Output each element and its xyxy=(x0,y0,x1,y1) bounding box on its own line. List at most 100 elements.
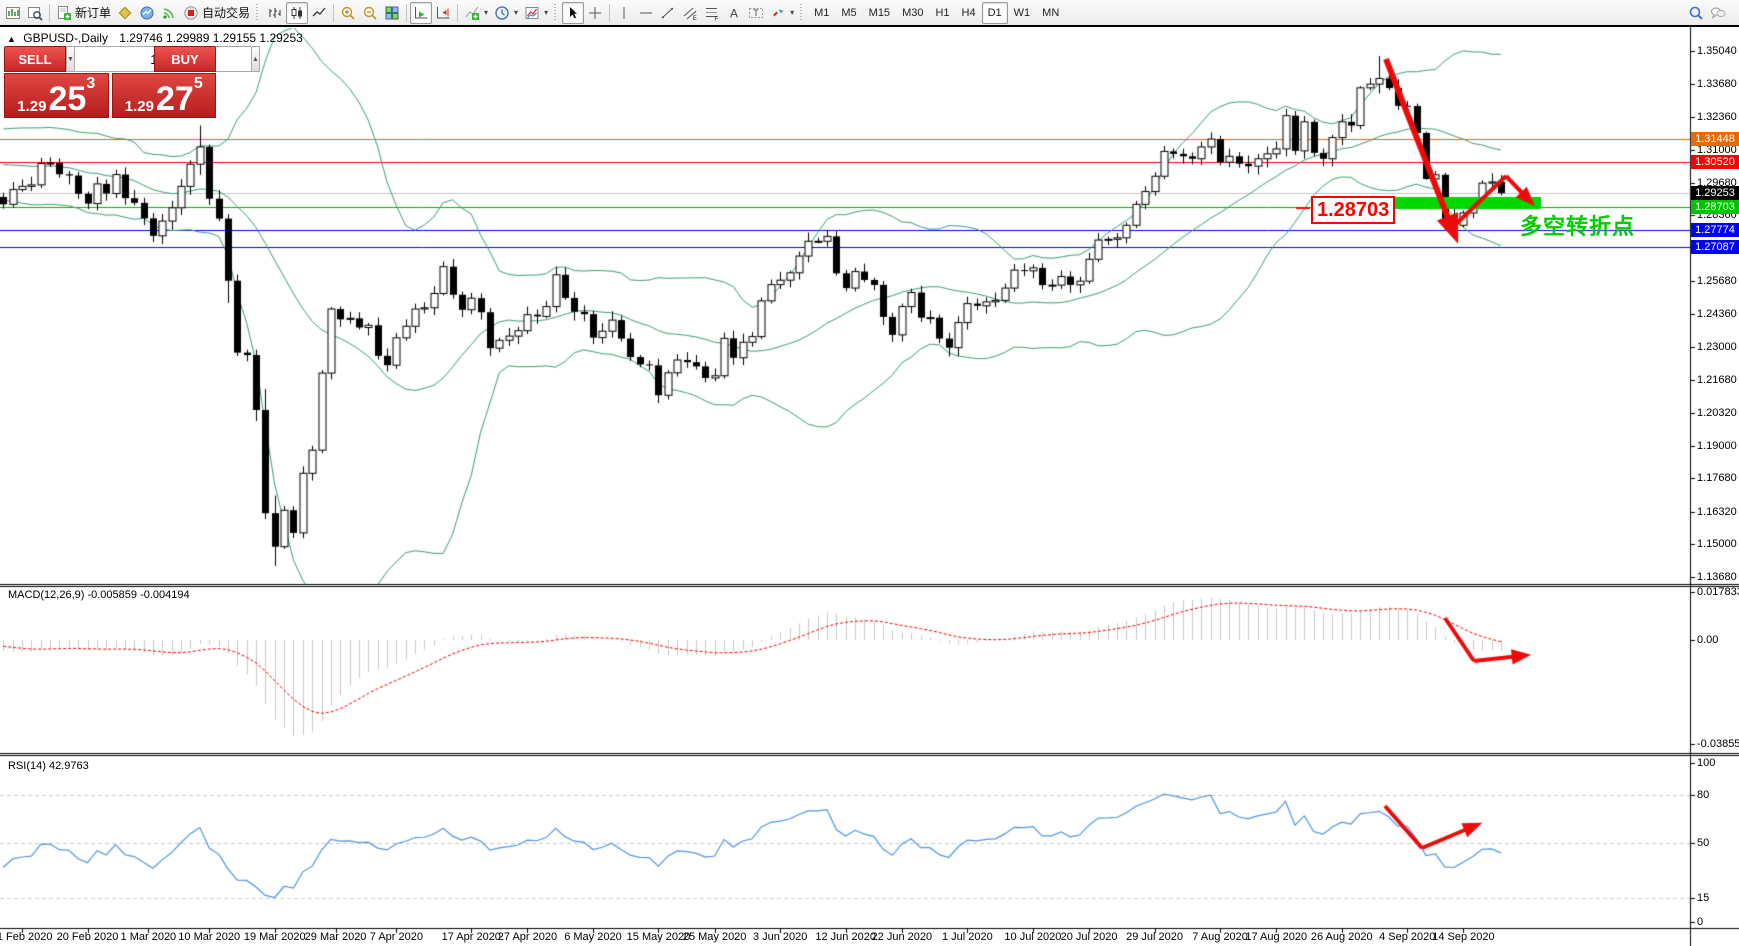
timeframe-m30-button[interactable]: M30 xyxy=(902,6,924,19)
templates-button[interactable]: ▾ xyxy=(521,2,551,24)
macd-axis-tick[interactable]: 0.017833 xyxy=(1697,585,1739,598)
rsi-axis-tick[interactable]: 80 xyxy=(1697,788,1710,801)
date-axis-label[interactable]: 20 Feb 2020 xyxy=(56,931,119,943)
price-axis-tick[interactable]: 1.24360 xyxy=(1697,307,1737,320)
date-axis-label[interactable]: 29 Mar 2020 xyxy=(304,931,367,943)
price-axis-tick[interactable]: 1.29680 xyxy=(1697,176,1737,189)
date-axis-label[interactable]: 4 Sep 2020 xyxy=(1379,931,1436,943)
timeframe-m5-button[interactable]: M5 xyxy=(841,6,857,19)
price-axis-badge[interactable]: 1.31448 xyxy=(1691,132,1739,147)
search-button[interactable] xyxy=(1685,2,1707,24)
price-axis-tick[interactable]: 1.20320 xyxy=(1697,407,1737,420)
cursor-button[interactable] xyxy=(562,1,585,24)
chevron-down-icon[interactable]: ▾ xyxy=(484,8,489,17)
timeframe-h4-button[interactable]: H4 xyxy=(961,6,976,19)
text-label-button[interactable]: T xyxy=(745,2,767,24)
chat-button[interactable] xyxy=(1707,2,1729,24)
date-axis-label[interactable]: 12 Jun 2020 xyxy=(815,931,876,943)
price-axis-tick[interactable]: 1.23000 xyxy=(1697,341,1737,354)
timeframe-m15-button[interactable]: M15 xyxy=(868,6,891,19)
sell-quote[interactable]: 1.29 25 3 xyxy=(4,73,109,118)
auto-scroll-button[interactable] xyxy=(410,1,433,24)
timeframe-mn-button[interactable]: MN xyxy=(1042,6,1060,19)
market-watch-button[interactable] xyxy=(136,2,158,24)
date-axis-label[interactable]: 26 Aug 2020 xyxy=(1310,931,1373,943)
channel-button[interactable]: E xyxy=(679,2,701,24)
rsi-axis-tick[interactable]: 15 xyxy=(1697,892,1710,905)
indicators-button[interactable]: ▾ xyxy=(461,2,491,24)
price-axis-badge[interactable]: 1.30520 xyxy=(1691,154,1739,169)
price-axis-tick[interactable]: 1.25680 xyxy=(1697,275,1737,288)
sell-button[interactable]: SELL xyxy=(4,46,66,72)
date-axis-label[interactable]: 27 Apr 2020 xyxy=(497,931,558,943)
macd-axis-tick[interactable]: 0.00 xyxy=(1697,634,1719,646)
buy-button[interactable]: BUY xyxy=(154,46,216,72)
date-axis-label[interactable]: 7 Aug 2020 xyxy=(1192,931,1248,943)
chevron-down-icon[interactable]: ▾ xyxy=(790,8,795,17)
line-chart-button[interactable] xyxy=(308,2,330,24)
price-axis-tick[interactable]: 1.33680 xyxy=(1697,78,1737,91)
signals-button[interactable] xyxy=(158,2,180,24)
date-axis-label[interactable]: 10 Jul 2020 xyxy=(1004,931,1062,943)
candle-chart-button[interactable] xyxy=(286,1,309,24)
date-axis-label[interactable]: 10 Mar 2020 xyxy=(178,931,241,943)
volume-increase-button[interactable]: ▲ xyxy=(250,46,260,72)
date-axis-label[interactable]: 7 Apr 2020 xyxy=(369,931,423,943)
date-axis-label[interactable]: 6 May 2020 xyxy=(564,931,622,943)
price-callout-label[interactable]: 1.28703 xyxy=(1311,196,1396,224)
rsi-axis-tick[interactable]: 50 xyxy=(1697,836,1710,849)
zoom-in-button[interactable] xyxy=(337,2,359,24)
date-axis-label[interactable]: 17 Apr 2020 xyxy=(441,931,501,943)
price-axis-badge[interactable]: 1.27087 xyxy=(1691,239,1739,254)
periods-button[interactable]: ▾ xyxy=(491,2,521,24)
price-axis-tick[interactable]: 1.32360 xyxy=(1697,110,1737,123)
date-axis-label[interactable]: 3 Jun 2020 xyxy=(752,931,808,943)
price-axis-tick[interactable]: 1.21680 xyxy=(1697,373,1737,386)
volume-decrease-button[interactable]: ▼ xyxy=(66,46,75,72)
collapse-icon[interactable]: ▲ xyxy=(7,34,16,44)
chevron-down-icon[interactable]: ▾ xyxy=(544,8,549,17)
timeframe-h1-button[interactable]: H1 xyxy=(935,6,950,19)
date-axis-label[interactable]: 29 Jul 2020 xyxy=(1126,931,1183,943)
date-axis-label[interactable]: 14 Sep 2020 xyxy=(1432,931,1495,943)
rsi-axis-tick[interactable]: 100 xyxy=(1697,757,1716,769)
timeframe-d1-button[interactable]: D1 xyxy=(981,1,1008,24)
crosshair-button[interactable] xyxy=(584,2,606,24)
bar-chart-button[interactable] xyxy=(264,2,286,24)
date-axis-label[interactable]: 11 Feb 2020 xyxy=(0,931,53,943)
date-axis-label[interactable]: 1 Jul 2020 xyxy=(941,931,993,943)
price-axis-tick[interactable]: 1.17680 xyxy=(1697,472,1737,485)
chart-shift-button[interactable] xyxy=(432,2,454,24)
chevron-down-icon[interactable]: ▾ xyxy=(514,8,519,17)
hline-button[interactable] xyxy=(635,2,657,24)
price-axis-badge[interactable]: 1.28703 xyxy=(1691,199,1739,214)
price-axis-badge[interactable]: 1.29253 xyxy=(1691,186,1739,201)
date-axis-label[interactable]: 25 May 2020 xyxy=(682,931,747,943)
chart-window-button[interactable] xyxy=(2,2,24,24)
price-axis-badge[interactable]: 1.27774 xyxy=(1691,222,1739,237)
price-axis-tick[interactable]: 1.35040 xyxy=(1697,44,1737,57)
date-axis-label[interactable]: 22 Jun 2020 xyxy=(871,931,933,943)
macd-axis-tick[interactable]: -0.038559 xyxy=(1697,737,1739,750)
date-axis-label[interactable]: 1 Mar 2020 xyxy=(120,931,177,943)
price-axis-tick[interactable]: 1.19000 xyxy=(1697,439,1737,452)
toolbar-drag-handle[interactable] xyxy=(554,3,560,22)
timeframe-w1-button[interactable]: W1 xyxy=(1013,6,1031,19)
buy-quote[interactable]: 1.29 27 5 xyxy=(111,73,216,118)
toolbar-drag-handle[interactable] xyxy=(256,3,262,22)
price-axis-tick[interactable]: 1.15000 xyxy=(1697,538,1737,551)
text-button[interactable]: A xyxy=(723,2,745,24)
timeframe-m1-button[interactable]: M1 xyxy=(814,6,830,19)
date-axis-label[interactable]: 20 Jul 2020 xyxy=(1060,931,1118,943)
date-axis-label[interactable]: 19 Mar 2020 xyxy=(243,931,306,943)
navigator-button[interactable] xyxy=(114,2,136,24)
autotrade-button[interactable]: 自动交易 xyxy=(180,2,253,24)
zoom-out-button[interactable] xyxy=(359,2,381,24)
new-order-button[interactable]: 新订单 xyxy=(53,2,114,24)
trendline-button[interactable] xyxy=(657,2,679,24)
arrows-button[interactable]: ▾ xyxy=(767,2,797,24)
rsi-axis-tick[interactable]: 0 xyxy=(1697,916,1704,928)
fibonacci-button[interactable]: F xyxy=(701,2,723,24)
price-axis-tick[interactable]: 1.31000 xyxy=(1697,144,1737,157)
